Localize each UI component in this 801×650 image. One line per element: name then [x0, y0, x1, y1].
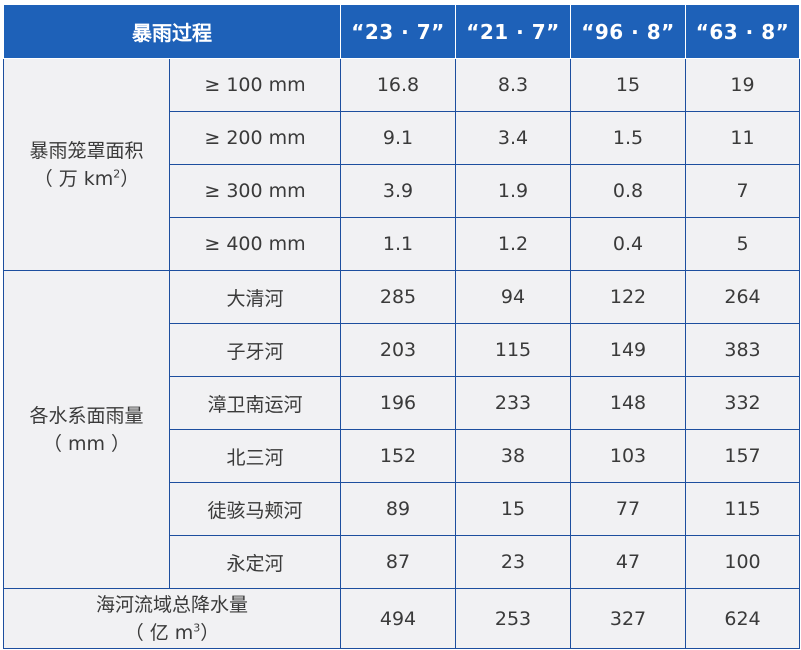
cell-value: 152: [340, 429, 456, 483]
year-header-2021-7: “21 · 7”: [455, 4, 571, 59]
cell-value: 103: [570, 429, 686, 483]
year-header-1996-8: “96 · 8”: [570, 4, 686, 59]
cell-value: 115: [685, 482, 800, 536]
row-label: 永定河: [169, 535, 341, 589]
cell-value: 264: [685, 270, 800, 324]
row-label: ≥ 200 mm: [169, 111, 341, 165]
cell-value: 94: [455, 270, 571, 324]
row-label: 漳卫南运河: [169, 376, 341, 430]
cell-value: 16.8: [340, 58, 456, 112]
cell-value: 1.2: [455, 217, 571, 271]
total-precipitation-unit: （ 亿 m3）: [124, 621, 220, 644]
table-row: 暴雨笼罩面积 （ 万 km2） ≥ 100 mm 16.8 8.3 15 19: [3, 58, 800, 271]
cell-value: 1.9: [455, 164, 571, 218]
cell-value: 149: [570, 323, 686, 377]
cell-value: 327: [570, 588, 686, 649]
row-label: ≥ 100 mm: [169, 58, 341, 112]
cell-value: 11: [685, 111, 800, 165]
row-label: 大清河: [169, 270, 341, 324]
year-header-1963-8: “63 · 8”: [685, 4, 800, 59]
cell-value: 3.4: [455, 111, 571, 165]
row-label: ≥ 300 mm: [169, 164, 341, 218]
cell-value: 7: [685, 164, 800, 218]
coverage-area-unit: （ 万 km2）: [33, 167, 140, 190]
cell-value: 89: [340, 482, 456, 536]
cell-value: 122: [570, 270, 686, 324]
cell-value: 1.1: [340, 217, 456, 271]
row-label: ≥ 400 mm: [169, 217, 341, 271]
cell-value: 100: [685, 535, 800, 589]
rainstorm-comparison-table: 暴雨过程 “23 · 7” “21 · 7” “96 · 8” “63 · 8”…: [3, 4, 800, 649]
table-row: 各水系面雨量 （ mm ） 大清河 285 94 122 264: [3, 270, 800, 589]
cell-value: 47: [570, 535, 686, 589]
cell-value: 285: [340, 270, 456, 324]
cell-value: 196: [340, 376, 456, 430]
areal-rainfall-title: 各水系面雨量: [29, 404, 144, 427]
process-header: 暴雨过程: [3, 4, 341, 59]
cell-value: 383: [685, 323, 800, 377]
cell-value: 494: [340, 588, 456, 649]
header-row: 暴雨过程 “23 · 7” “21 · 7” “96 · 8” “63 · 8”: [3, 4, 800, 59]
row-label: 子牙河: [169, 323, 341, 377]
cell-value: 87: [340, 535, 456, 589]
cell-value: 332: [685, 376, 800, 430]
cell-value: 1.5: [570, 111, 686, 165]
cell-value: 8.3: [455, 58, 571, 112]
cell-value: 19: [685, 58, 800, 112]
total-precipitation-title: 海河流域总降水量: [95, 593, 248, 616]
cell-value: 233: [455, 376, 571, 430]
areal-rainfall-category: 各水系面雨量 （ mm ）: [3, 270, 170, 589]
cell-value: 148: [570, 376, 686, 430]
coverage-area-title: 暴雨笼罩面积: [29, 139, 144, 162]
cell-value: 0.8: [570, 164, 686, 218]
row-label: 北三河: [169, 429, 341, 483]
cell-value: 157: [685, 429, 800, 483]
cell-value: 23: [455, 535, 571, 589]
areal-rainfall-unit: （ mm ）: [42, 432, 131, 455]
cell-value: 624: [685, 588, 800, 649]
cell-value: 77: [570, 482, 686, 536]
total-precipitation-label: 海河流域总降水量 （ 亿 m3）: [3, 588, 341, 649]
cell-value: 38: [455, 429, 571, 483]
table-row: ≥ 200 mm 9.1 3.4 1.5 11: [3, 111, 800, 165]
cell-value: 0.4: [570, 217, 686, 271]
row-label: 徒骇马颊河: [169, 482, 341, 536]
cell-value: 15: [570, 58, 686, 112]
cell-value: 5: [685, 217, 800, 271]
table-row: 永定河 87 23 47 100: [3, 535, 800, 589]
cell-value: 3.9: [340, 164, 456, 218]
cell-value: 115: [455, 323, 571, 377]
cell-value: 203: [340, 323, 456, 377]
cell-value: 253: [455, 588, 571, 649]
coverage-area-category: 暴雨笼罩面积 （ 万 km2）: [3, 58, 170, 271]
cell-value: 15: [455, 482, 571, 536]
total-row: 海河流域总降水量 （ 亿 m3） 494 253 327 624: [3, 588, 800, 649]
cell-value: 9.1: [340, 111, 456, 165]
year-header-2023-7: “23 · 7”: [340, 4, 456, 59]
